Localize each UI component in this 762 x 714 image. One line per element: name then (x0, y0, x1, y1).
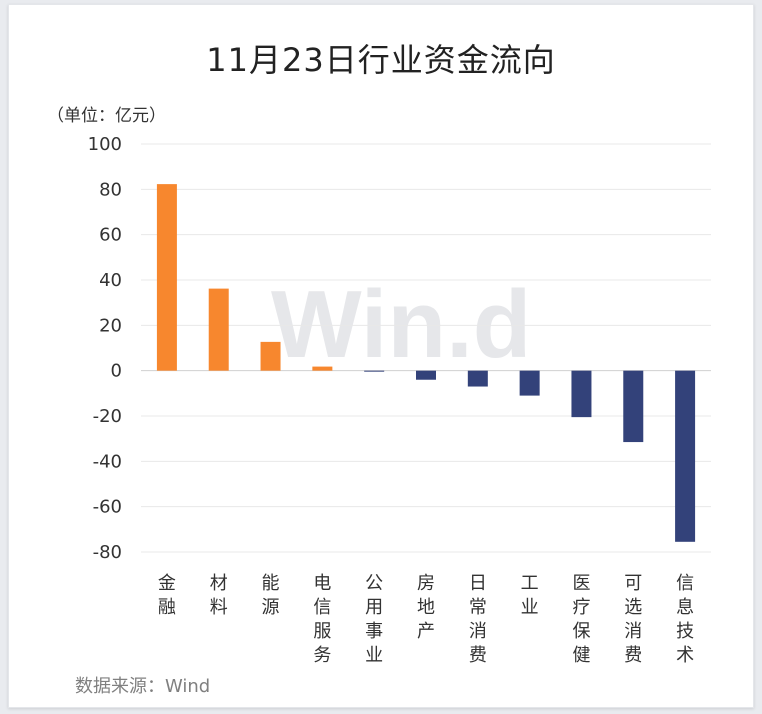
x-category-label: 医疗保健 (572, 573, 590, 666)
x-category-label: 金融 (158, 573, 176, 618)
x-category-label: 可选消费 (624, 573, 642, 666)
x-category-label: 能源 (262, 573, 280, 618)
bar (675, 370, 696, 542)
y-tick-label: -60 (93, 497, 122, 518)
x-category-label: 房地产 (417, 573, 435, 642)
y-axis-ticks: 100 80 60 40 20 0 -20 -40 -60 -80 (88, 134, 122, 563)
x-category-label: 日常消费 (469, 573, 487, 666)
bar (364, 370, 385, 372)
x-category-label: 工业 (521, 573, 539, 618)
x-category-label: 材料 (210, 573, 228, 618)
x-category-label: 公用事业 (365, 573, 383, 666)
bars (156, 184, 696, 542)
bar (467, 370, 488, 387)
unit-label: （单位：亿元） (47, 106, 166, 126)
y-tick-label: -40 (93, 451, 122, 472)
bar (416, 370, 436, 380)
y-tick-label: -80 (93, 542, 122, 563)
bar (571, 370, 592, 418)
chart-title: 11月23日行业资金流向 (206, 41, 556, 79)
y-tick-label: -20 (93, 406, 122, 427)
source-note: 数据来源：Wind (75, 676, 211, 697)
x-category-label: 信息技术 (676, 573, 694, 666)
chart-card: 11月23日行业资金流向 （单位：亿元） Win.d 100 80 60 40 20 0 -… (8, 4, 754, 708)
y-tick-label: 80 (99, 179, 122, 200)
bar (156, 184, 177, 371)
watermark-logo: Win.d (271, 271, 531, 378)
bar (519, 370, 540, 396)
y-tick-label: 60 (99, 225, 122, 246)
y-tick-label: 40 (99, 270, 122, 291)
x-category-label: 电信服务 (313, 573, 331, 666)
bar (312, 366, 333, 371)
bar (208, 288, 229, 371)
y-tick-label: 20 (99, 315, 122, 336)
bar (623, 370, 644, 443)
y-tick-label: 0 (111, 361, 122, 382)
bar (260, 341, 281, 371)
y-tick-label: 100 (88, 134, 122, 155)
